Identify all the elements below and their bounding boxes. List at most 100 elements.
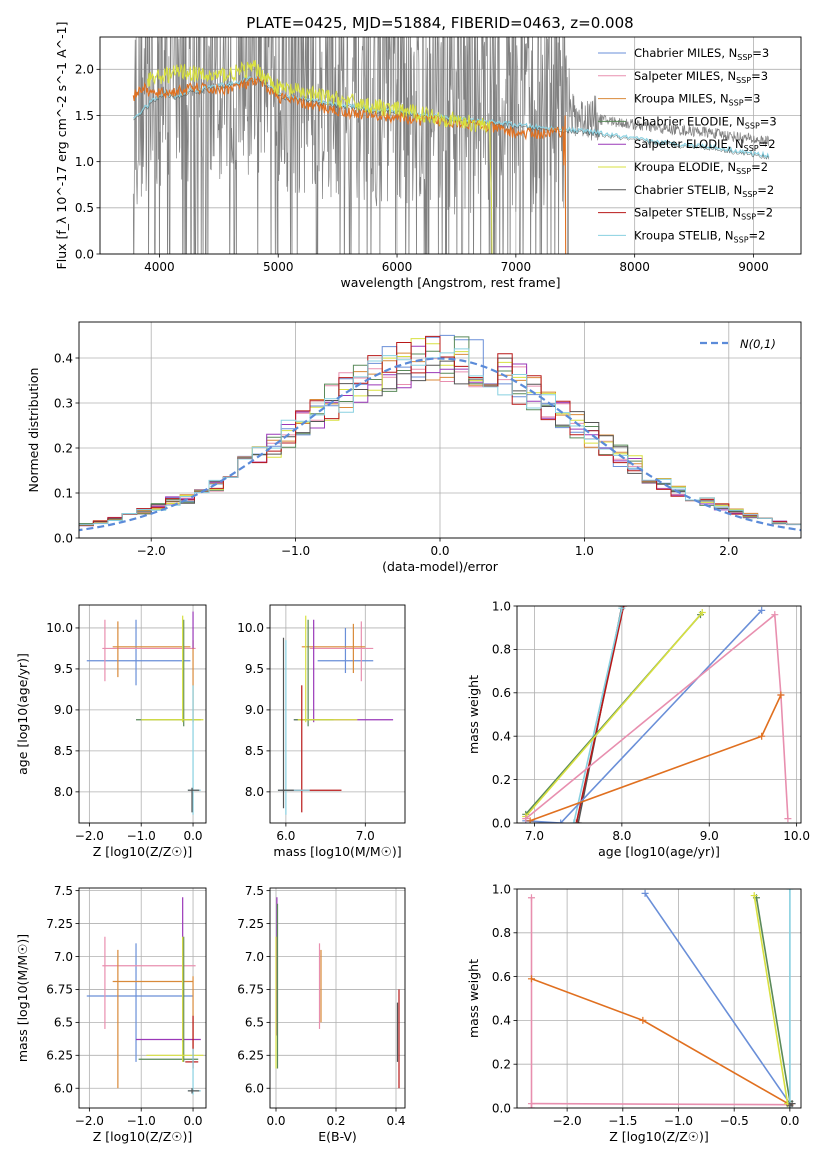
plot-area [86,611,204,815]
y-axis-label: Flux [f_λ 10^-17 erg cm^-2 s^-1 A^-1] [54,22,69,270]
legend-entry-tail: =3 [752,46,769,60]
y-tick-label: 9.5 [245,662,264,676]
x-tick-label: 10.0 [783,829,810,843]
panel-mass_vs_Z: −2.0 −1.0 0.0 6.0 6.25 6.5 6.75 7.0 7.25 7.5 Z [lo… [15,884,207,1144]
axes-frame [99,36,802,255]
x-tick-label: 5000 [263,260,294,274]
weight-marker [698,609,706,617]
y-axis-label: age [log10(age/yr)] [15,653,30,775]
x-tick-label: 8000 [619,260,650,274]
panel-mass_vs_ebv: 0.0 0.2 0.4 6.0 6.25 6.5 6.75 7.0 7.25 7.5 E(B-V) [237,884,405,1144]
y-tick-label: 9.0 [245,703,264,717]
legend-entry-tail: =3 [760,114,777,128]
y-tick-label: 0.4 [492,730,511,744]
axes-frame [269,887,406,1109]
x-tick-label: 0.0 [430,544,449,558]
y-tick-label: 10.0 [237,621,264,635]
weight-marker [527,1100,535,1108]
y-tick-label: 0.3 [54,396,73,410]
y-tick-label: 0.2 [492,773,511,787]
x-tick-label: 6000 [382,260,413,274]
x-tick-label: 2.0 [719,544,738,558]
y-tick-label: 6.5 [54,1016,73,1030]
legend-entry-text: Kroupa STELIB, N [634,228,734,242]
y-tick-label: 0.4 [54,351,73,365]
y-tick-label: 0.1 [54,486,73,500]
legend-entry: Kroupa ELODIE, NSSP=2 [634,160,768,176]
plot-area [79,334,801,532]
y-tick-label: 6.0 [245,1082,264,1096]
y-tick-label: 8.5 [245,744,264,758]
y-tick-label: 7.0 [245,950,264,964]
axes-frame [78,604,207,824]
y-tick-label: 0.6 [492,970,511,984]
observed-spectrum [132,37,770,254]
weight-marker [527,975,535,983]
y-tick-label: 0.0 [492,816,511,830]
weight-marker [788,1100,796,1108]
weight-marker [750,892,758,900]
x-tick-label: 0.0 [780,1114,799,1128]
x-tick-label: 0.0 [183,1114,202,1128]
weight-line-chabrier-elodie [755,897,791,1102]
legend-entry: Salpeter ELODIE, NSSP=2 [634,137,776,153]
x-tick-label: −1.0 [664,1114,693,1128]
panel-residuals: −2.0 −1.0 0.0 1.0 2.0 0.0 0.1 0.2 0.3 0.4 (data-mo… [26,321,802,574]
weight-marker [786,889,794,893]
x-tick-label: −2.0 [75,1114,104,1128]
weight-marker [618,606,626,612]
axes-frame [78,887,207,1109]
x-tick-label: −0.5 [720,1114,749,1128]
legend-entry: Chabrier ELODIE, NSSP=3 [634,114,777,130]
weight-marker [784,815,792,823]
weight-line-kroupa-elodie [753,895,789,1104]
weight-line-kroupa-stelib [573,608,623,823]
x-axis-label: wavelength [Angstrom, rest frame] [340,275,560,290]
y-tick-label: 6.25 [237,1049,264,1063]
weight-line-chabrier-miles [644,892,791,1105]
plot-area [277,615,394,815]
legend-entry-text: Salpeter STELIB, N [634,206,741,220]
legend-entry-sub: SSP [729,99,744,108]
y-tick-label: 6.25 [46,1049,73,1063]
weight-marker [526,817,534,823]
weight-line-chabrier-miles [525,609,763,823]
legend-entry-text: Kroupa MILES, N [634,92,729,106]
legend-entry-sub: SSP [736,167,751,176]
x-tick-label: 9.0 [700,829,719,843]
legend-entry-sub: SSP [741,213,756,222]
figure-title: PLATE=0425, MJD=51884, FIBERID=0463, z=0… [246,14,633,32]
plot-area [522,606,792,823]
weight-marker [527,894,535,902]
y-tick-label: 0.6 [492,686,511,700]
x-axis-label: E(B-V) [318,1129,357,1144]
weight-marker [557,819,565,823]
y-tick-label: 8.5 [54,744,73,758]
panel-age_vs_mass: 6.0 7.0 8.0 8.5 9.0 9.5 10.0 mass [log10(M/M☉)] [237,604,406,859]
y-tick-label: 0.8 [492,926,511,940]
figure-layer: 4000 5000 6000 7000 8000 9000 0.0 0.5 1.0 1.5 2.0 w… [15,22,810,1144]
y-tick-label: 0.0 [54,531,73,545]
plot-area [527,889,796,1108]
legend-entry-sub: SSP [734,235,749,244]
y-tick-label: 0.8 [492,643,511,657]
legend-entry-text: Salpeter MILES, N [634,69,736,83]
legend-entry-tail: =2 [757,183,774,197]
legend-entry-sub: SSP [744,144,759,153]
weight-marker [777,691,785,699]
axes-frame [516,605,802,824]
panel-weight_vs_Z: −2.0 −1.5 −1.0 −0.5 0.0 0.0 0.2 0.4 0.6 0.8 1.0 Z [… [466,882,802,1144]
x-tick-label: 9000 [738,260,769,274]
x-axis-label: Z [log10(Z/Z☉)] [609,1129,709,1144]
y-tick-label: 0.0 [75,247,94,261]
elodie-model-line [147,59,493,254]
x-tick-label: −2.0 [553,1114,582,1128]
y-tick-label: 9.0 [54,703,73,717]
weight-marker [771,611,779,619]
legend-entry-text: Kroupa ELODIE, N [634,160,736,174]
axes-frame [516,888,802,1109]
x-tick-label: −2.0 [75,829,104,843]
legend-entry-tail: =2 [749,228,766,242]
